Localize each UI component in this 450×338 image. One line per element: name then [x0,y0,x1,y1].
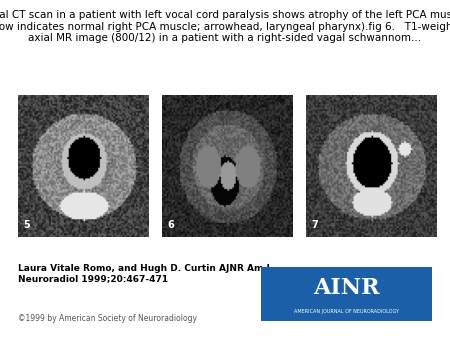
FancyBboxPatch shape [261,267,432,321]
Text: AMERICAN JOURNAL OF NEURORADIOLOGY: AMERICAN JOURNAL OF NEURORADIOLOGY [294,309,399,314]
Text: 6: 6 [167,219,174,230]
Text: Laura Vitale Romo, and Hugh D. Curtin AJNR Am J
Neuroradiol 1999;20:467-471: Laura Vitale Romo, and Hugh D. Curtin AJ… [18,264,270,283]
Text: ©1999 by American Society of Neuroradiology: ©1999 by American Society of Neuroradiol… [18,314,197,323]
Text: 5: 5 [23,219,30,230]
Text: 7: 7 [311,219,318,230]
Text: AINR: AINR [313,276,380,298]
Text: Axial CT scan in a patient with left vocal cord paralysis shows atrophy of the l: Axial CT scan in a patient with left voc… [0,10,450,43]
